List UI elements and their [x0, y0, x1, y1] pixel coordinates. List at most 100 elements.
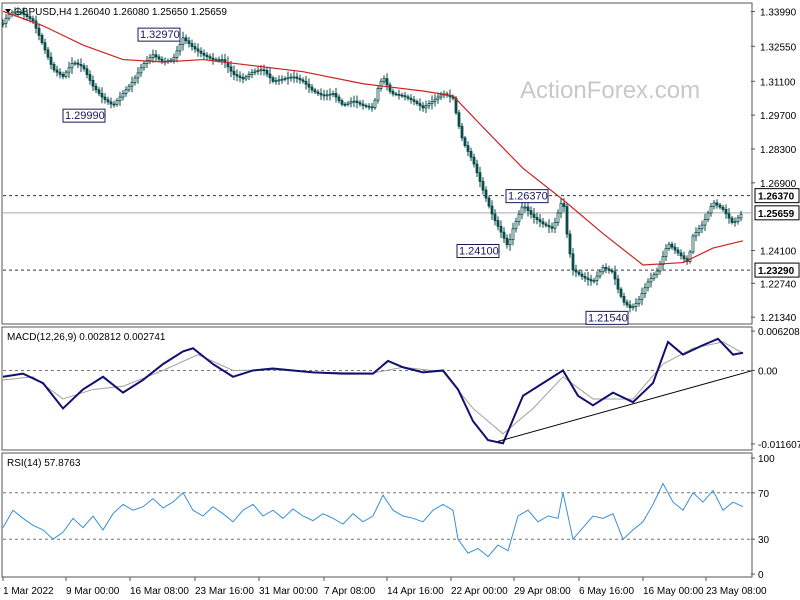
- price-bar-body: [739, 213, 743, 219]
- price-bar-body: [529, 210, 533, 215]
- price-bar-body: [109, 101, 113, 105]
- price-bar-body: [19, 11, 23, 14]
- price-bar-body: [736, 217, 740, 222]
- price-bar-body: [688, 251, 692, 263]
- price-bar-body: [313, 89, 317, 93]
- price-bar-body: [388, 84, 392, 92]
- rsi-title: RSI(14) 57.8763: [7, 458, 81, 469]
- price-bar-body: [652, 274, 656, 279]
- price-bar-body: [277, 79, 281, 82]
- price-bar-body: [631, 306, 635, 308]
- price-bar-body: [385, 78, 389, 86]
- price-bar-body: [607, 268, 611, 271]
- price-bar-body: [181, 37, 185, 45]
- price-bar-body: [613, 271, 617, 280]
- price-bar-body: [523, 206, 527, 209]
- price-bar-body: [124, 89, 128, 94]
- level-price-box: [754, 262, 800, 278]
- price-bar-body: [193, 46, 197, 50]
- price-bar-body: [280, 78, 284, 81]
- price-bar-body: [676, 249, 680, 254]
- x-axis-tick-label: 22 Apr 00:00: [451, 586, 508, 597]
- price-bar-body: [196, 48, 200, 52]
- price-bar-body: [301, 79, 305, 82]
- price-bar-body: [67, 67, 71, 73]
- x-axis-tick-label: 23 Mar 16:00: [195, 586, 254, 597]
- price-bar-body: [649, 277, 653, 283]
- price-bar-body: [655, 270, 659, 276]
- price-bar-body: [358, 102, 362, 105]
- price-bar-body: [121, 93, 125, 98]
- price-annotation-box: [62, 108, 106, 123]
- price-bar-body: [520, 206, 524, 215]
- price-bar-body: [58, 71, 62, 75]
- price-bar-body: [703, 219, 707, 226]
- price-bar-body: [55, 69, 59, 73]
- price-bar-body: [295, 76, 299, 79]
- price-bar-body: [241, 77, 245, 80]
- price-bar-body: [217, 59, 221, 61]
- price-bar-body: [214, 59, 218, 61]
- price-y-tick-label: 1.26900: [760, 179, 797, 190]
- price-bar-body: [457, 112, 461, 127]
- price-bar-body: [70, 63, 74, 69]
- price-bar-body: [712, 202, 716, 207]
- price-bar-body: [28, 16, 32, 20]
- price-bar-body: [370, 106, 374, 109]
- price-bar-body: [379, 80, 383, 89]
- price-bar-body: [622, 296, 626, 303]
- price-bar-body: [415, 100, 419, 104]
- price-bar-body: [253, 70, 257, 73]
- price-bar-body: [733, 221, 737, 223]
- price-bar-body: [334, 93, 338, 98]
- price-panel-frame: [1, 2, 753, 325]
- price-bar-body: [208, 56, 212, 59]
- price-bar-body: [547, 224, 551, 228]
- price-bar-body: [130, 82, 134, 87]
- price-bar-body: [571, 253, 575, 271]
- price-bar-body: [421, 105, 425, 109]
- rsi-y-tick-label: 70: [758, 489, 770, 500]
- price-bar-body: [409, 97, 413, 101]
- price-bar-body: [481, 180, 485, 191]
- price-bar-body: [706, 212, 710, 220]
- x-axis-tick-label: 14 Apr 16:00: [387, 586, 444, 597]
- price-annotation-label: 1.24100: [459, 246, 499, 258]
- price-bar-body: [157, 56, 161, 60]
- price-bar-body: [322, 94, 326, 97]
- price-y-tick-label: 1.33990: [760, 7, 797, 18]
- price-bar-body: [112, 103, 116, 106]
- macd-title: MACD(12,26,9) 0.002812 0.002741: [7, 332, 166, 343]
- dropdown-triangle-icon[interactable]: [5, 9, 11, 13]
- price-bar-body: [271, 77, 275, 82]
- price-bar-body: [715, 202, 719, 206]
- price-bar-body: [265, 70, 269, 75]
- price-bar-body: [88, 74, 92, 81]
- price-bar-body: [310, 86, 314, 91]
- x-axis-tick-label: 16 Mar 08:00: [130, 586, 189, 597]
- rsi-layer: 100 70 30 0: [2, 454, 775, 581]
- price-bar-body: [640, 293, 644, 300]
- price-bar-body: [565, 206, 569, 235]
- price-bar-body: [289, 76, 293, 79]
- price-bar-body: [478, 172, 482, 182]
- price-bar-body: [250, 71, 254, 75]
- x-axis: 1 Mar 2022 9 Mar 00:00 16 Mar 08:00 23 Mar …: [2, 577, 767, 597]
- price-annotation-label: 1.29990: [65, 110, 105, 122]
- price-annotation-box: [137, 27, 181, 42]
- price-y-tick-label: 1.22740: [760, 279, 797, 290]
- price-bar-body: [97, 89, 101, 94]
- price-bar-body: [307, 83, 311, 88]
- price-bar-body: [532, 213, 536, 218]
- price-bar-body: [427, 103, 431, 107]
- price-bar-body: [694, 231, 698, 237]
- price-bar-body: [31, 18, 35, 22]
- price-bar-body: [553, 222, 557, 229]
- price-bar-body: [4, 17, 8, 24]
- price-bar-body: [673, 246, 677, 251]
- price-bar-body: [634, 302, 638, 307]
- price-bar-body: [625, 301, 629, 306]
- price-bar-body: [580, 273, 584, 277]
- price-bar-body: [85, 68, 89, 75]
- macd-panel-frame: [1, 326, 753, 451]
